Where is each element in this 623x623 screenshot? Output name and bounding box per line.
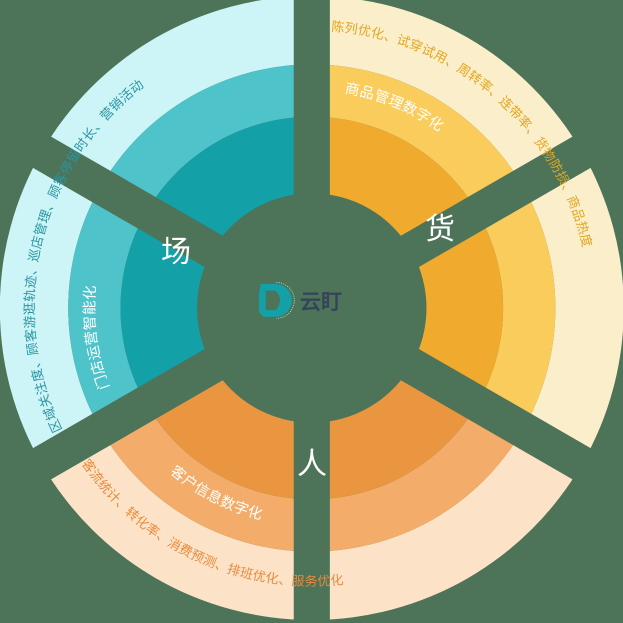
svg-text:场: 场 <box>161 236 191 269</box>
svg-text:货: 货 <box>425 213 455 246</box>
svg-text:人: 人 <box>297 448 327 481</box>
svg-text:云盯: 云盯 <box>300 291 342 314</box>
